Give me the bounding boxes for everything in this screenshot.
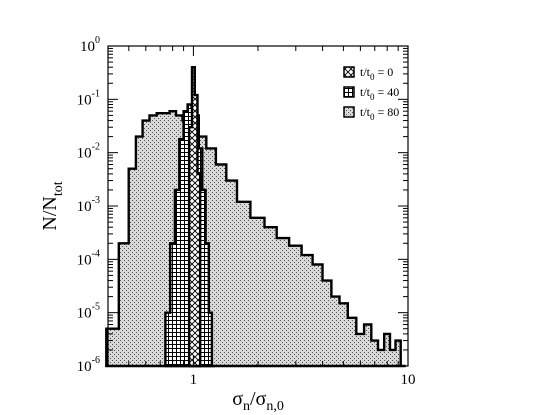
y-tick-label: 10-6 — [77, 355, 100, 375]
y-tick-label: 10-1 — [77, 88, 100, 108]
series-layer — [105, 66, 406, 368]
legend-swatch — [343, 86, 355, 98]
y-tick-label: 10-4 — [77, 248, 100, 268]
legend-swatch — [343, 106, 355, 118]
histogram-series — [187, 66, 202, 368]
legend-label: t/t0 = 0 — [360, 65, 393, 82]
x-tick-label: 10 — [401, 372, 416, 388]
y-tick-label: 10-3 — [77, 195, 100, 215]
y-tick-label: 10-2 — [77, 142, 100, 162]
y-tick-label: 10-5 — [77, 302, 100, 322]
histogram-series — [105, 110, 406, 368]
legend-swatch — [343, 66, 355, 78]
y-axis-label: N/Ntot — [39, 181, 66, 230]
legend-label: t/t0 = 80 — [360, 105, 399, 122]
legend-label: t/t0 = 40 — [360, 85, 399, 102]
x-tick-label: 1 — [190, 372, 198, 388]
legend: t/t0 = 0 t/t0 = 40 t/t0 = 80 — [343, 65, 399, 122]
x-axis-label: σn/σn,0 — [232, 388, 284, 414]
ticks-layer: 1 10 10-6 10-5 10-4 10-3 10-2 10-1 100 — [77, 35, 416, 388]
y-tick-label: 100 — [80, 35, 100, 55]
